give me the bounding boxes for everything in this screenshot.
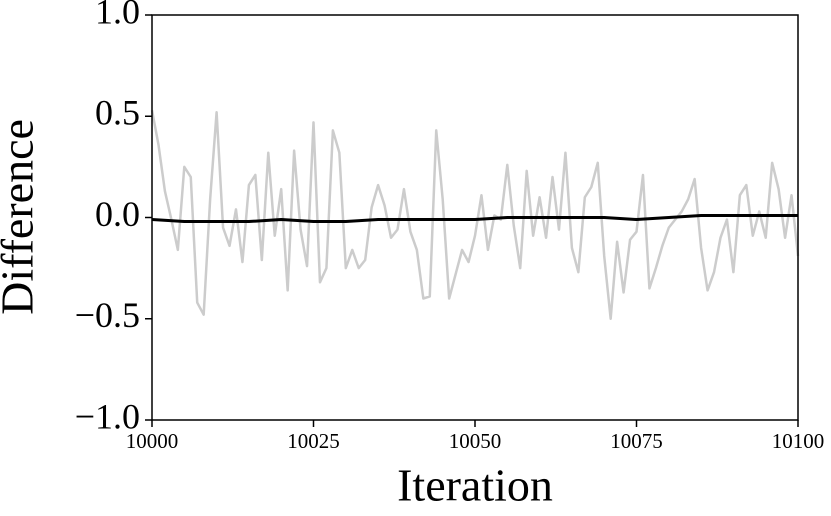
y-axis-label: Difference	[0, 119, 43, 315]
x-tick-label: 10050	[449, 429, 502, 453]
x-tick-label: 10000	[126, 429, 179, 453]
plot-frame	[151, 14, 799, 421]
y-tick-label: 0.5	[95, 93, 140, 133]
series-line	[150, 109, 800, 320]
x-axis-label: Iteration	[397, 460, 553, 511]
y-tick-label: 0.0	[95, 194, 140, 234]
x-tick-label: 10025	[287, 429, 340, 453]
series-line	[151, 213, 798, 224]
y-tick-label: 1.0	[95, 0, 140, 31]
y-tick-label: −0.5	[75, 295, 140, 335]
x-tick-label: 10100	[772, 429, 825, 453]
y-tick-label: −1.0	[75, 396, 140, 436]
x-tick-label: 10075	[610, 429, 663, 453]
